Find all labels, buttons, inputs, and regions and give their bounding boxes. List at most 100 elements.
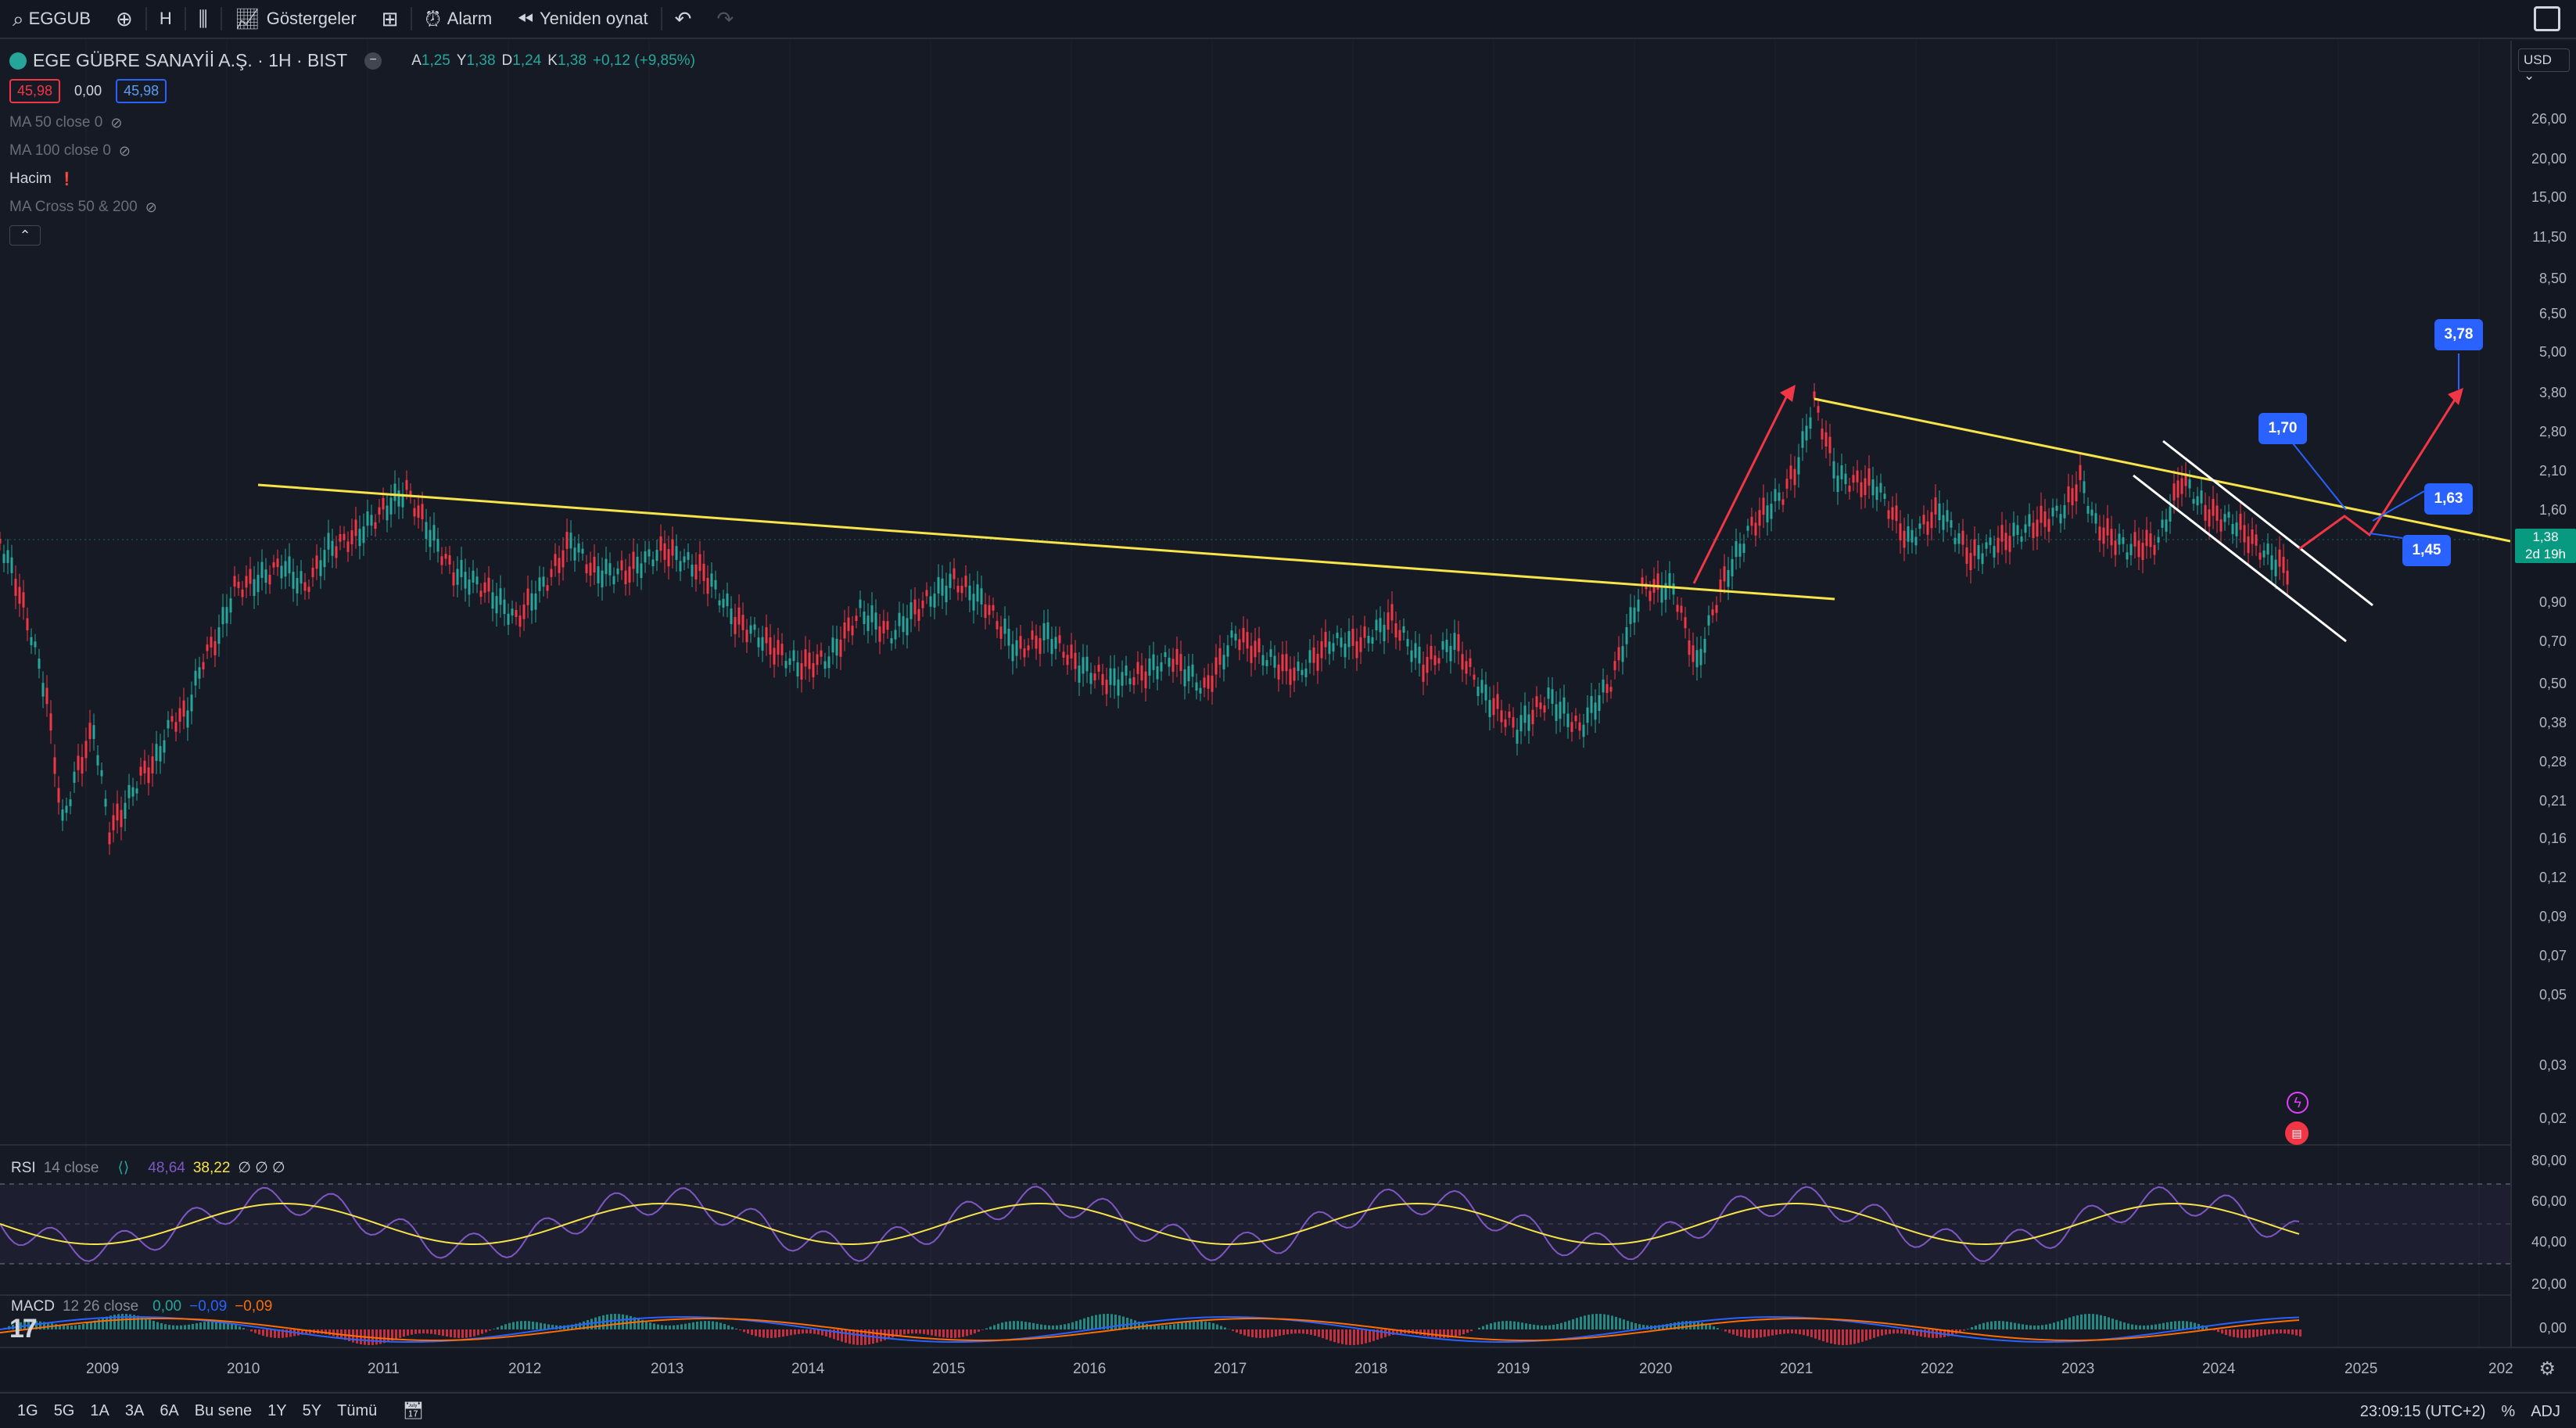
symbol-title[interactable]: EGE GÜBRE SANAYİİ A.Ş. · 1H · BIST: [33, 50, 348, 70]
range-button[interactable]: 1A: [90, 1401, 109, 1419]
macd-histogram-bar: [2166, 1322, 2169, 1329]
candle-body: [370, 515, 373, 526]
alarm-button[interactable]: ⏰︎ Alarm: [412, 0, 504, 38]
range-button[interactable]: Bu sene: [194, 1401, 253, 1419]
candle-body: [374, 522, 377, 529]
chart-pane[interactable]: [0, 41, 2510, 1347]
symbol-search[interactable]: ⌕ EGGUB: [0, 0, 103, 38]
range-button[interactable]: Tümü: [337, 1401, 378, 1419]
sell-button[interactable]: 45,98: [9, 79, 61, 103]
candle-body: [1598, 695, 1601, 712]
macd-histogram-bar: [1982, 1322, 1985, 1329]
eye-hidden-icon[interactable]: ⊘: [118, 142, 131, 159]
adj-toggle[interactable]: ADJ: [2531, 1403, 2560, 1420]
us-flag-icon[interactable]: ▤: [2285, 1121, 2309, 1145]
fullscreen-button[interactable]: [2534, 6, 2560, 31]
macd-histogram-bar: [457, 1329, 460, 1338]
candle-body: [401, 493, 404, 508]
toolbar-divider: [220, 7, 222, 30]
macd-histogram-bar: [970, 1329, 972, 1335]
candle-body: [679, 561, 682, 572]
calendar-icon[interactable]: 📅︎: [402, 1401, 425, 1420]
candle-body: [1672, 583, 1675, 595]
time-axis[interactable]: ⚙ 2009 2010 2011 2012 2013 2014 2015 2016 2017 20…: [0, 1347, 2576, 1390]
percent-toggle[interactable]: %: [2501, 1403, 2516, 1420]
indicator-ma100[interactable]: MA 100 close 0 ⊘: [9, 142, 695, 160]
rsi-axis-label: 80,00: [2531, 1153, 2567, 1168]
indicator-ma50[interactable]: MA 50 close 0 ⊘: [9, 114, 695, 131]
eye-hidden-icon[interactable]: ⊘: [110, 114, 123, 131]
clock[interactable]: 23:09:15 (UTC+2): [2359, 1403, 2486, 1420]
collapse-icon[interactable]: −: [364, 52, 382, 70]
indicator-ma-cross[interactable]: MA Cross 50 & 200 ⊘: [9, 199, 695, 216]
range-button[interactable]: 5Y: [302, 1401, 322, 1419]
macd-histogram-bar: [2205, 1326, 2208, 1329]
code-icon[interactable]: ⟨⟩: [117, 1160, 130, 1176]
macd-histogram-bar: [2264, 1329, 2266, 1336]
candle-body: [190, 694, 193, 712]
macd-histogram-bar: [997, 1323, 999, 1329]
eye-hidden-icon[interactable]: ⊘: [145, 199, 157, 215]
candle-body: [1066, 655, 1069, 666]
macd-histogram-bar: [544, 1323, 546, 1329]
rsi-label[interactable]: RSI: [11, 1159, 36, 1176]
chart-type-button[interactable]: ⫼: [186, 0, 221, 38]
candle-body: [507, 613, 510, 625]
candle-body: [1731, 559, 1734, 576]
range-button[interactable]: 6A: [160, 1401, 179, 1419]
macd-histogram-bar: [1384, 1329, 1387, 1337]
candle-body: [1422, 664, 1425, 682]
range-button[interactable]: 5G: [53, 1401, 75, 1419]
candle-body: [1519, 715, 1523, 732]
macd-histogram-bar: [1036, 1323, 1039, 1329]
candle-body: [1539, 702, 1542, 709]
target-callout-1-45[interactable]: 1,45: [2402, 535, 2451, 566]
replay-button[interactable]: ⏪︎ Yeniden oynat: [504, 0, 660, 38]
target-callout-1-70[interactable]: 1,70: [2258, 413, 2307, 444]
buy-button[interactable]: 45,98: [116, 79, 167, 103]
candle-body: [487, 577, 490, 592]
macd-histogram-bar: [1126, 1317, 1128, 1329]
candle-body: [1058, 635, 1061, 644]
macd-histogram-bar: [1048, 1325, 1050, 1329]
candle-body: [311, 567, 314, 578]
callout-leader: [2372, 490, 2425, 522]
target-callout-1-63[interactable]: 1,63: [2424, 483, 2473, 515]
macd-histogram-bar: [766, 1329, 769, 1338]
macd-histogram-bar: [1893, 1329, 1895, 1334]
undo-button[interactable]: ↶: [662, 0, 705, 38]
candle-body: [1128, 678, 1132, 684]
candle-body: [1997, 537, 2000, 553]
legend-collapse-button[interactable]: ⌃: [9, 225, 41, 246]
price-axis[interactable]: USD ⌄ 26,00 20,00 15,00 11,50 8,50 6,50 5,00 3,…: [2510, 41, 2576, 1347]
price-chart-svg[interactable]: [0, 41, 2510, 1347]
templates-button[interactable]: ⊞: [369, 0, 411, 38]
currency-selector[interactable]: USD ⌄: [2518, 48, 2570, 83]
compare-button[interactable]: ⊕: [103, 0, 145, 38]
interval-button[interactable]: H: [147, 0, 185, 38]
candle-body: [237, 581, 240, 588]
range-buttons: 1G 5G 1A 3A 6A Bu sene 1Y 5Y Tümü: [9, 1402, 385, 1420]
lightning-icon[interactable]: ϟ: [2287, 1092, 2309, 1114]
macd-histogram-bar: [1056, 1325, 1058, 1329]
macd-histogram-bar: [1513, 1321, 1516, 1329]
candle-body: [2063, 504, 2066, 518]
year-label: 2022: [1921, 1361, 1954, 1377]
macd-histogram-bar: [590, 1319, 593, 1329]
settings-gear-icon[interactable]: ⚙: [2538, 1358, 2556, 1380]
range-button[interactable]: 1Y: [267, 1401, 287, 1419]
range-button[interactable]: 1G: [17, 1401, 38, 1419]
candle-body: [452, 572, 455, 586]
macd-histogram-bar: [731, 1326, 734, 1329]
macd-histogram-bar: [258, 1329, 260, 1335]
indicator-volume[interactable]: Hacim ❗: [9, 170, 695, 188]
range-button[interactable]: 3A: [124, 1401, 145, 1419]
candle-body: [1480, 680, 1484, 694]
macd-histogram-bar: [184, 1325, 186, 1329]
target-callout-3-78[interactable]: 3,78: [2434, 319, 2483, 350]
warning-icon[interactable]: ❗: [59, 173, 75, 186]
redo-button[interactable]: ↷: [704, 0, 746, 38]
candle-body: [2274, 559, 2277, 576]
macd-label[interactable]: MACD: [11, 1298, 55, 1315]
indicators-button[interactable]: 📈︎ Göstergeler: [222, 0, 369, 38]
